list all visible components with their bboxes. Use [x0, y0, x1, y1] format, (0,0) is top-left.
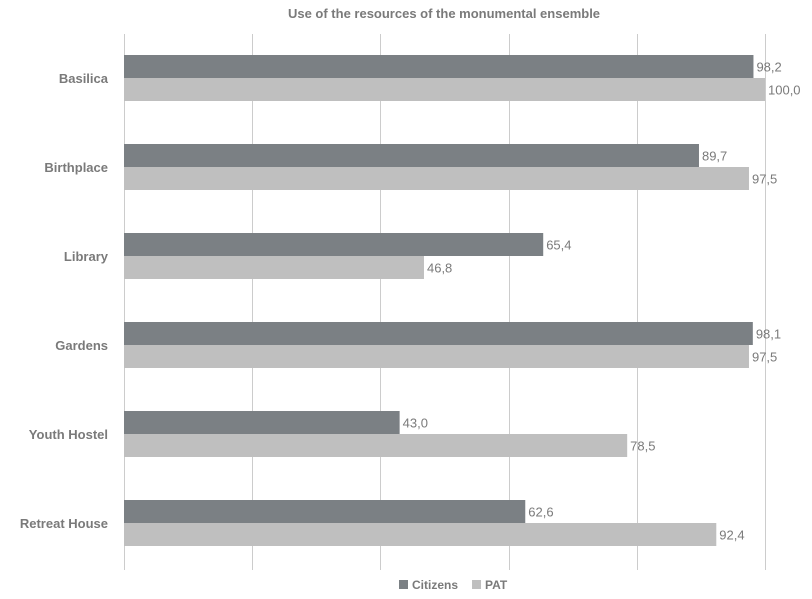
category-label: Youth Hostel [29, 427, 108, 442]
category-label: Retreat House [20, 516, 108, 531]
category-label: Birthplace [44, 160, 108, 175]
gridlines [124, 34, 766, 570]
bar-pat-retreat-house [124, 523, 717, 546]
data-label: 92,4 [719, 528, 744, 543]
data-label: 62,6 [528, 505, 553, 520]
legend-swatch [472, 580, 482, 589]
bar-pat-birthplace [124, 167, 749, 190]
legend: Citizens PAT [399, 578, 508, 592]
bar-citizens-birthplace [124, 144, 699, 167]
bar-pat-basilica [124, 78, 765, 101]
data-labels: 98,2 100,0 89,7 97,5 65,4 46,8 98,1 97,5 43,0 78,… [403, 60, 801, 543]
bar-pat-library [124, 256, 424, 279]
data-label: 97,5 [752, 172, 777, 187]
data-label: 65,4 [546, 238, 571, 253]
data-label: 97,5 [752, 350, 777, 365]
category-label: Basilica [59, 71, 109, 86]
category-label: Library [64, 249, 109, 264]
bar-citizens-library [124, 233, 544, 256]
legend-swatch [399, 580, 408, 589]
data-label: 98,2 [756, 60, 781, 75]
data-label: 78,5 [630, 439, 655, 454]
data-label: 100,0 [768, 83, 801, 98]
legend-label: PAT [485, 578, 508, 592]
bar-citizens-retreat-house [124, 500, 526, 523]
bar-citizens-basilica [124, 55, 754, 78]
bar-pat-gardens [124, 345, 749, 368]
data-label: 46,8 [427, 261, 452, 276]
category-label: Gardens [55, 338, 108, 353]
category-labels: Basilica Birthplace Library Gardens Youth Ho… [20, 71, 109, 531]
chart-title: Use of the resources of the monumental e… [288, 6, 600, 21]
bar-pat-youth-hostel [124, 434, 628, 457]
bar-citizens-gardens [124, 322, 753, 345]
bars-group [124, 55, 765, 546]
data-label: 43,0 [403, 416, 428, 431]
legend-label: Citizens [412, 578, 458, 592]
data-label: 89,7 [702, 149, 727, 164]
data-label: 98,1 [756, 327, 781, 342]
bar-citizens-youth-hostel [124, 411, 400, 434]
